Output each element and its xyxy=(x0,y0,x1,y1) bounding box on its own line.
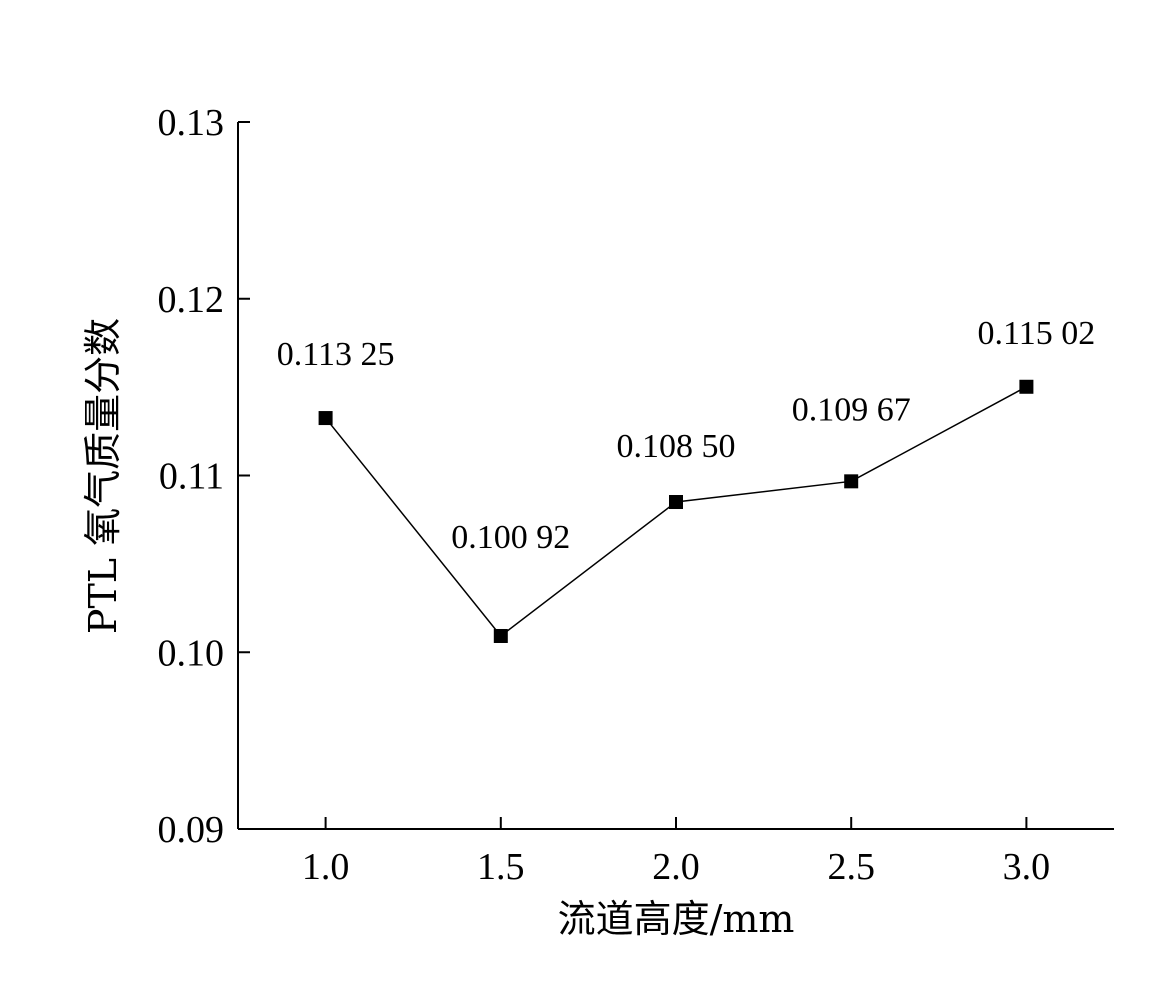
y-tick-label: 0.11 xyxy=(159,456,224,498)
axes xyxy=(237,122,1114,830)
data-labels-group: 0.113 25 0.100 92 0.108 50 0.109 67 0.115 02 xyxy=(277,315,1096,556)
data-point-marker xyxy=(493,628,508,643)
x-tick-label: 1.5 xyxy=(477,846,525,888)
data-point-marker xyxy=(669,495,683,510)
data-point-marker xyxy=(318,411,333,426)
x-tick-label: 2.5 xyxy=(827,846,875,888)
data-label: 0.100 92 xyxy=(451,519,570,556)
x-tick-label: 2.0 xyxy=(652,846,700,888)
x-axis-title: 流道高度/mm xyxy=(558,897,795,941)
data-point-marker xyxy=(844,474,859,489)
series-line-group xyxy=(325,386,1027,638)
x-tick-label: 1.0 xyxy=(302,846,350,888)
y-tick-label: 0.09 xyxy=(158,809,225,851)
data-label: 0.108 50 xyxy=(617,428,736,465)
markers-group xyxy=(318,379,1034,643)
x-tick-label: 3.0 xyxy=(1003,846,1051,888)
data-label: 0.115 02 xyxy=(978,315,1096,352)
series-line xyxy=(325,386,1027,638)
data-label: 0.113 25 xyxy=(277,336,395,373)
y-tick-label: 0.10 xyxy=(158,632,225,674)
data-label: 0.109 67 xyxy=(792,391,911,428)
data-point-marker xyxy=(1019,379,1034,394)
y-tick-label: 0.12 xyxy=(158,279,225,321)
y-ticks: 0.09 0.10 0.11 0.12 0.13 xyxy=(158,102,250,851)
y-axis-title: PTL 氧气质量分数 xyxy=(81,318,125,634)
y-tick-label: 0.13 xyxy=(158,102,225,144)
x-ticks: 1.0 1.5 2.0 2.5 3.0 xyxy=(302,817,1050,888)
